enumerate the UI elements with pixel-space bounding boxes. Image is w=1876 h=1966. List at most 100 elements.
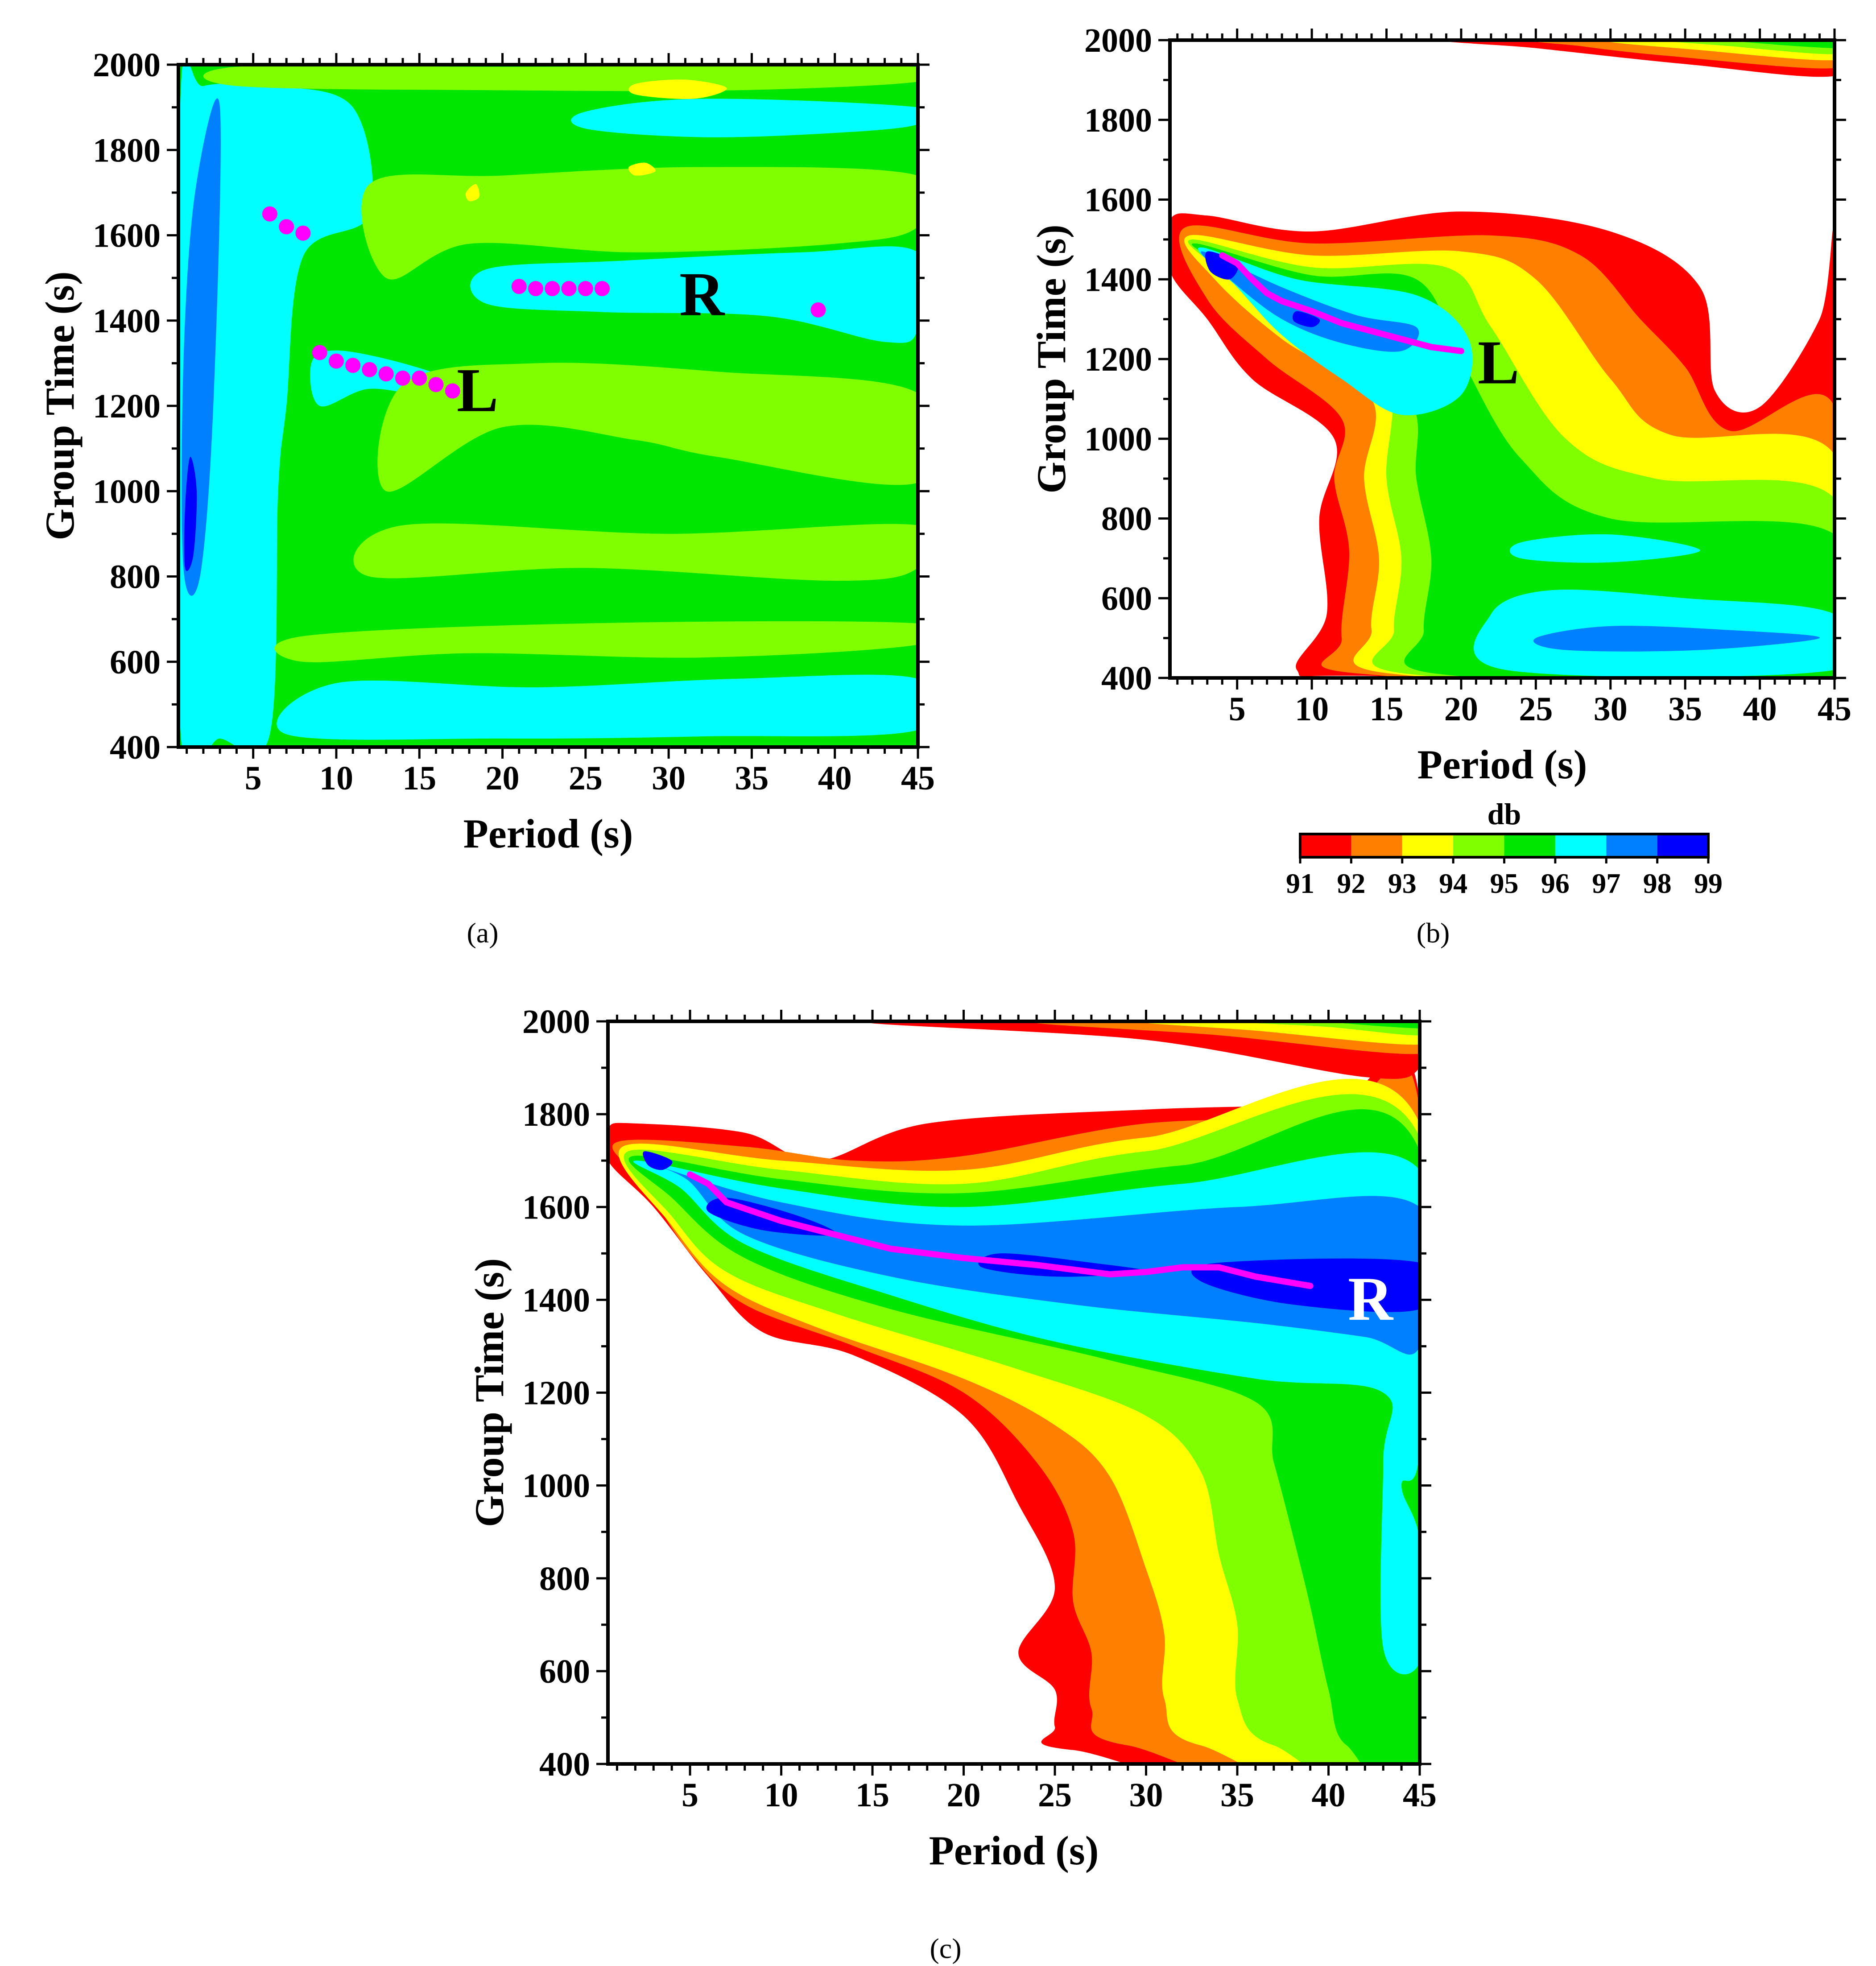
y-tick-label: 1800 xyxy=(1084,102,1152,139)
dispersion-point xyxy=(378,366,394,382)
x-tick-label: 25 xyxy=(569,760,603,797)
colorbar-swatch xyxy=(1453,834,1504,857)
contour-region-98db xyxy=(1205,251,1239,280)
y-tick-label: 1000 xyxy=(1084,421,1152,458)
contour-region-94db xyxy=(203,65,918,91)
colorbar-swatch xyxy=(1402,834,1454,857)
plot-area xyxy=(1170,40,1835,678)
dispersion-point xyxy=(595,281,610,297)
panel-label: (b) xyxy=(1417,917,1450,949)
colorbar-tick-label: 98 xyxy=(1643,867,1672,899)
colorbar-title: db xyxy=(1488,797,1521,831)
colorbar-swatch xyxy=(1555,834,1607,857)
dispersion-point xyxy=(511,279,527,294)
y-tick-label: 2000 xyxy=(522,1003,590,1041)
y-tick-label: 400 xyxy=(110,729,161,766)
contour-region-93db xyxy=(465,184,480,202)
x-tick-label: 25 xyxy=(1038,1776,1072,1814)
x-tick-label: 10 xyxy=(319,760,353,797)
contour-region-96db xyxy=(470,246,918,343)
y-axis-title: Group Time (s) xyxy=(1029,224,1074,493)
y-tick-label: 2000 xyxy=(1084,22,1152,59)
x-tick-label: 15 xyxy=(402,760,436,797)
panel-b: 5 10 15 20 25 30 35 40 45 400 600 800 1000 1200 1400 16… xyxy=(1029,22,1851,949)
y-tick-label: 1000 xyxy=(522,1467,590,1505)
x-tick-label: 25 xyxy=(1519,690,1553,728)
x-tick-label: 30 xyxy=(652,760,686,797)
x-tick-label: 35 xyxy=(1220,1776,1254,1814)
panel-label: (a) xyxy=(467,917,498,949)
x-tick-label: 10 xyxy=(764,1776,798,1814)
y-tick-label: 1000 xyxy=(93,473,161,510)
colorbar-swatch xyxy=(1504,834,1555,857)
colorbar-swatch xyxy=(1300,834,1351,857)
y-tick-label: 1200 xyxy=(1084,341,1152,378)
dispersion-point xyxy=(295,225,311,241)
wave-annotation-L: L xyxy=(457,356,498,425)
y-tick-label: 1600 xyxy=(93,217,161,255)
R-dispersion-curve xyxy=(687,1171,1314,1289)
x-tick-label: 40 xyxy=(818,760,852,797)
colorbar-swatch xyxy=(1606,834,1657,857)
dispersion-point xyxy=(578,281,593,297)
x-tick-label: 45 xyxy=(901,760,935,797)
contour-region-97db xyxy=(1533,626,1820,652)
contour-region-96db xyxy=(277,674,918,740)
x-tick-label: 40 xyxy=(1743,690,1777,728)
x-axis-title: Period (s) xyxy=(463,811,633,856)
dispersion-point xyxy=(345,358,361,373)
x-axis-title: Period (s) xyxy=(1417,742,1587,787)
y-tick-label: 600 xyxy=(539,1653,590,1690)
x-tick-label: 45 xyxy=(1403,1776,1437,1814)
y-tick-label: 400 xyxy=(1101,660,1152,697)
dispersion-point xyxy=(561,281,577,297)
x-tick-label: 20 xyxy=(486,760,520,797)
contour-region-94db xyxy=(353,523,918,581)
x-tick-label: 10 xyxy=(1295,690,1329,728)
contour-region-95db xyxy=(1730,40,1835,48)
x-tick-label: 35 xyxy=(735,760,769,797)
plot-area xyxy=(178,65,918,747)
dispersion-point xyxy=(262,206,277,222)
colorbar-swatch xyxy=(1351,834,1402,857)
x-tick-label: 20 xyxy=(947,1776,981,1814)
panel-a: 5 10 15 20 25 30 35 40 45 400 600 800 1000 1200 1400 16… xyxy=(37,46,935,949)
contour-region-94db xyxy=(377,363,918,492)
dispersion-point xyxy=(428,377,444,392)
dispersion-point xyxy=(395,370,410,386)
contour-region-94db xyxy=(274,621,918,662)
contour-region-93db xyxy=(628,79,727,99)
dispersion-point xyxy=(279,219,294,235)
contour-region-96db xyxy=(571,99,918,137)
contour-region-96db xyxy=(178,65,373,747)
dispersion-point xyxy=(445,383,460,399)
contour-region-98db xyxy=(184,457,197,571)
y-tick-label: 600 xyxy=(1101,580,1152,617)
dispersion-point xyxy=(328,353,344,369)
x-tick-label: 5 xyxy=(1229,690,1246,728)
panel-label: (c) xyxy=(930,1933,961,1964)
y-tick-label: 1800 xyxy=(93,132,161,169)
y-tick-label: 2000 xyxy=(93,46,161,84)
contour-region-98db xyxy=(643,1151,673,1170)
x-axis-title: Period (s) xyxy=(929,1828,1099,1873)
x-tick-label: 20 xyxy=(1444,690,1478,728)
wave-annotation-L: L xyxy=(1478,328,1519,397)
x-tick-label: 30 xyxy=(1594,690,1628,728)
x-tick-label: 5 xyxy=(682,1776,698,1814)
y-tick-label: 800 xyxy=(110,558,161,596)
y-tick-label: 1400 xyxy=(522,1281,590,1319)
y-tick-label: 800 xyxy=(1101,500,1152,538)
colorbar-tick-label: 93 xyxy=(1388,867,1417,899)
y-tick-label: 600 xyxy=(110,644,161,681)
colorbar-tick-label: 94 xyxy=(1439,867,1467,899)
y-tick-label: 1600 xyxy=(1084,182,1152,219)
contour-region-98db xyxy=(1293,311,1320,327)
contour-region-93db xyxy=(628,162,656,176)
colorbar-tick-label: 95 xyxy=(1490,867,1519,899)
x-tick-label: 15 xyxy=(855,1776,889,1814)
colorbar-tick-label: 91 xyxy=(1286,867,1314,899)
y-axis-title: Group Time (s) xyxy=(467,1258,512,1527)
x-tick-label: 15 xyxy=(1370,690,1404,728)
